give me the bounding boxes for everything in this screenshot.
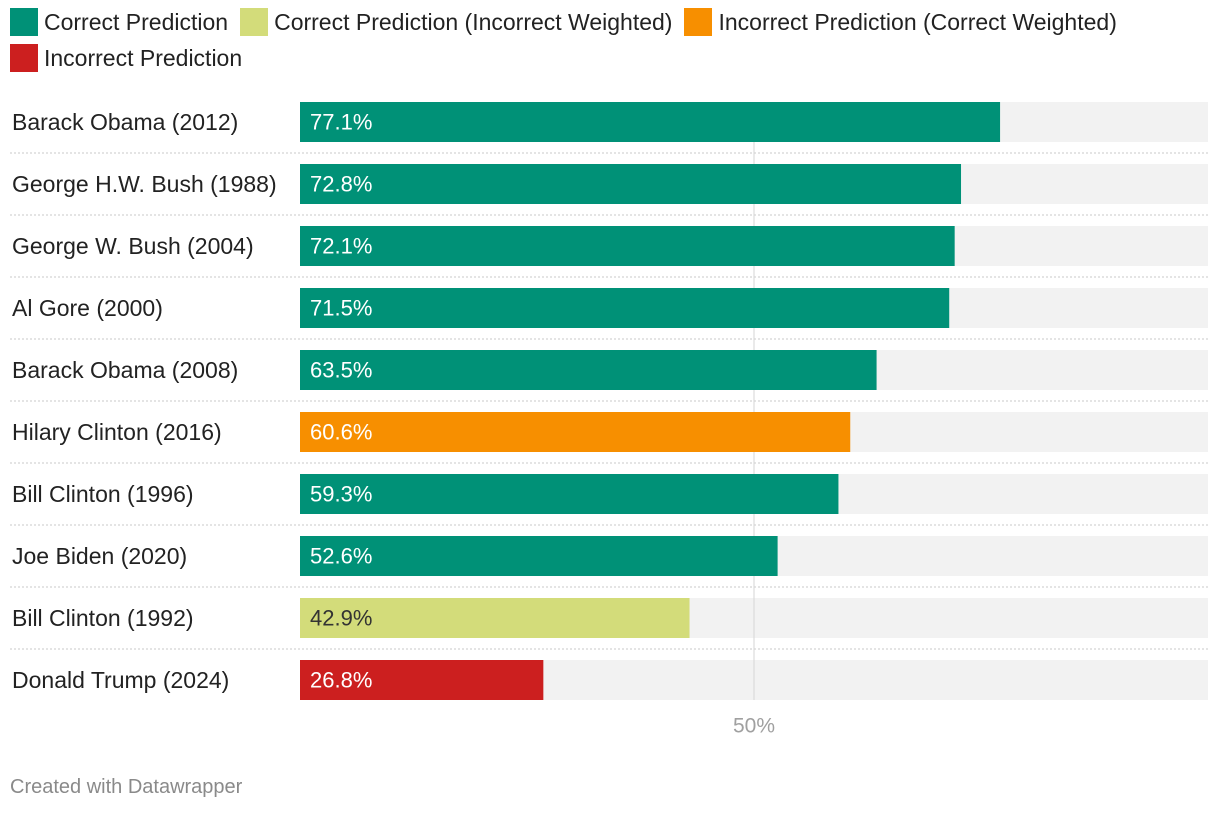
category-label: George W. Bush (2004) — [12, 233, 254, 259]
bar — [300, 102, 1001, 142]
bar — [300, 536, 778, 576]
category-label: Barack Obama (2008) — [12, 357, 238, 383]
legend-swatch — [10, 44, 38, 72]
bar-value-label: 42.9% — [310, 606, 372, 631]
category-label: Joe Biden (2020) — [12, 543, 187, 569]
legend-swatch — [684, 8, 713, 36]
category-label: Donald Trump (2024) — [12, 667, 229, 693]
bar — [300, 350, 877, 390]
legend-item: Correct Prediction (Incorrect Weighted) — [240, 8, 672, 36]
category-label: Hilary Clinton (2016) — [12, 419, 222, 445]
bar-value-label: 72.1% — [310, 234, 372, 259]
labels: Barack Obama (2012) 77.1% George H.W. Bush… — [12, 109, 775, 738]
legend-item: Incorrect Prediction — [10, 44, 242, 72]
chart-legend: Correct Prediction Correct Prediction (In… — [10, 8, 1215, 72]
bars — [300, 102, 1001, 700]
bar-value-label: 26.8% — [310, 668, 372, 693]
footer-credit: Created with Datawrapper — [10, 776, 243, 798]
category-label: Barack Obama (2012) — [12, 109, 238, 135]
bar-value-label: 60.6% — [310, 420, 372, 445]
axis-tick-label: 50% — [733, 715, 775, 738]
legend-item: Incorrect Prediction (Correct Weighted) — [684, 8, 1117, 36]
bar — [300, 226, 955, 266]
category-label: Bill Clinton (1992) — [12, 605, 194, 631]
legend-label: Correct Prediction — [44, 8, 229, 35]
bar — [300, 598, 690, 638]
legend-label: Incorrect Prediction (Correct Weighted) — [718, 8, 1117, 35]
category-label: Bill Clinton (1996) — [12, 481, 194, 507]
bar-value-label: 72.8% — [310, 172, 372, 197]
legend-item: Correct Prediction — [10, 8, 228, 36]
bar-value-label: 52.6% — [310, 544, 372, 569]
legend-label: Correct Prediction (Incorrect Weighted) — [274, 8, 673, 35]
bar-value-label: 63.5% — [310, 358, 372, 383]
bar-value-label: 77.1% — [310, 110, 372, 135]
legend-swatch — [10, 8, 38, 36]
category-label: Al Gore (2000) — [12, 295, 163, 321]
legend-label: Incorrect Prediction — [44, 44, 243, 71]
bar — [300, 660, 544, 700]
bar — [300, 474, 839, 514]
legend-swatch — [240, 8, 269, 36]
category-label: George H.W. Bush (1988) — [12, 171, 277, 197]
bar-value-label: 71.5% — [310, 296, 372, 321]
bar-value-label: 59.3% — [310, 482, 372, 507]
bar — [300, 164, 962, 204]
bar — [300, 288, 950, 328]
bar — [300, 412, 851, 452]
